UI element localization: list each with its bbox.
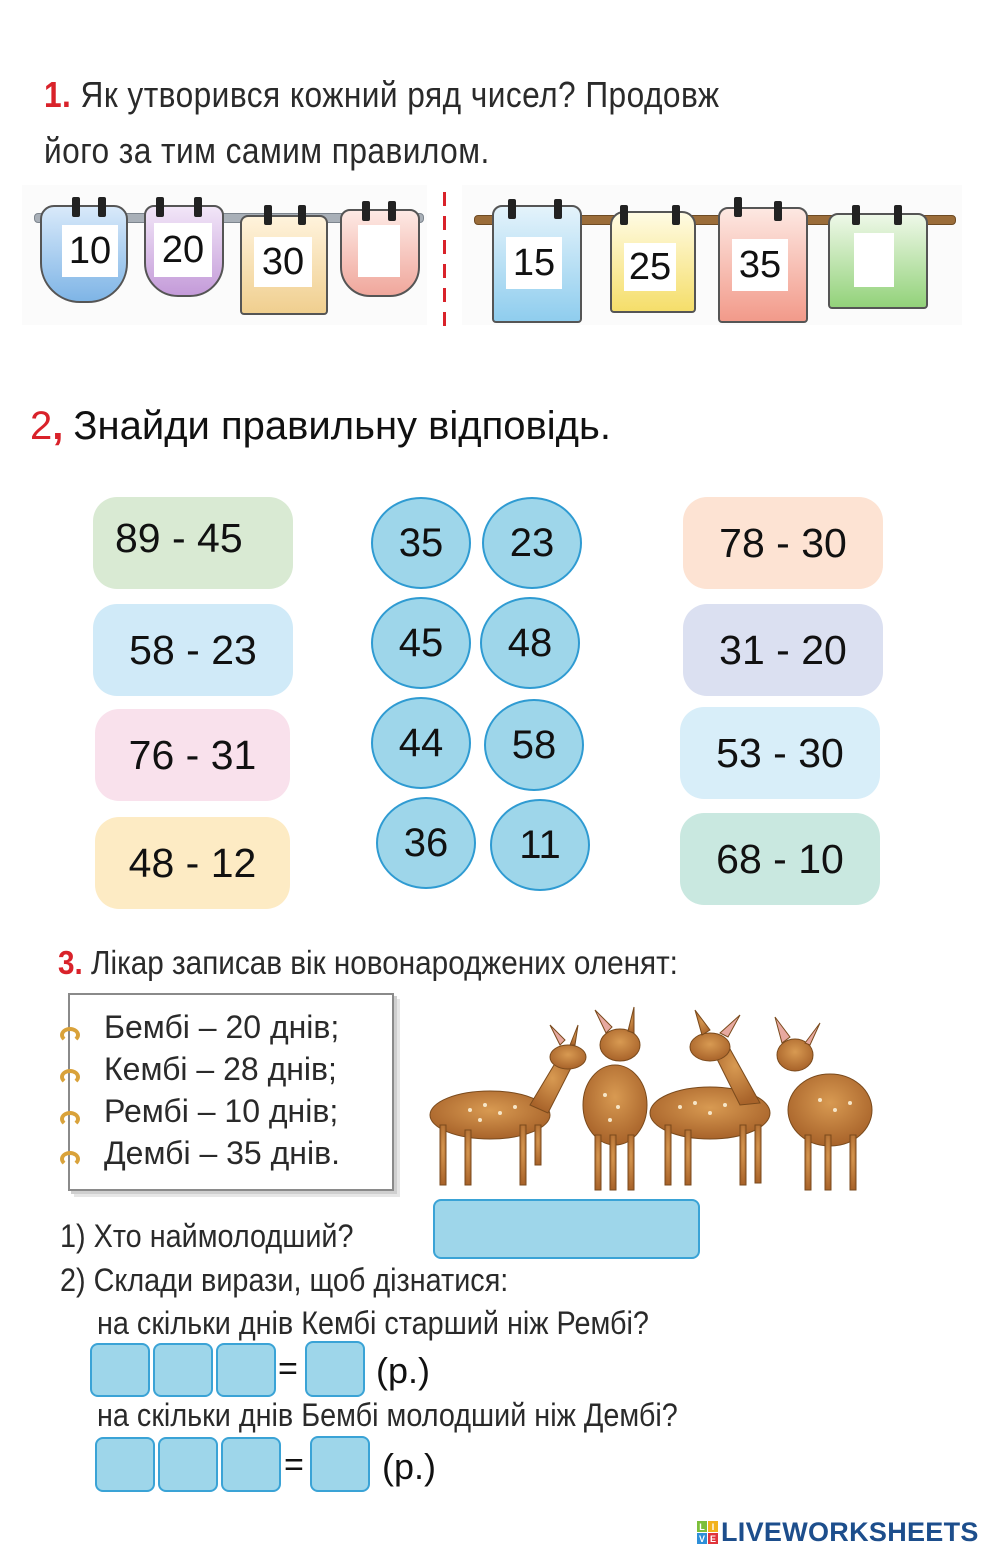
question-2a: на скільки днів Кембі старший ніж Рембі? <box>97 1305 649 1341</box>
expression-text: 68 - 10 <box>716 835 844 882</box>
clothespin <box>852 205 860 225</box>
expression-card-right-2[interactable]: 31 - 20 <box>683 604 883 696</box>
unit-label: (р.) <box>382 1446 436 1487</box>
expression-text: 48 - 12 <box>128 839 257 886</box>
clothespin <box>264 205 272 225</box>
clothespin <box>620 205 628 225</box>
expr2-result-input[interactable] <box>310 1436 370 1492</box>
liveworksheets-logo[interactable]: L I V E LIVEWORKSHEETS <box>697 1517 979 1548</box>
number-label: 35 <box>732 239 788 291</box>
answer-bubble[interactable]: 23 <box>482 497 582 589</box>
expression-card-left-4[interactable]: 48 - 12 <box>95 817 290 909</box>
task2-heading: 2, Знайди правильну відповідь. <box>30 404 611 448</box>
task1-line2: його за тим самим правилом. <box>44 130 490 171</box>
notebook-card: Бембі – 20 днів; Кембі – 28 днів; Рембі … <box>60 993 394 1191</box>
notebook-line: Дембі – 35 днів. <box>104 1135 340 1171</box>
logo-block: V <box>697 1533 707 1544</box>
notebook-line: Рембі – 10 днів; <box>104 1093 339 1129</box>
answer-bubble[interactable]: 35 <box>371 497 471 589</box>
clothespin <box>298 205 306 225</box>
clothespin <box>156 197 164 217</box>
logo-block: E <box>708 1533 718 1544</box>
expression-text: 89 - 45 <box>115 514 243 561</box>
expression-card-left-2[interactable]: 58 - 23 <box>93 604 293 696</box>
dashed-divider <box>443 192 446 326</box>
task3-heading: 3. Лікар записав вік новонароджених олен… <box>58 944 678 982</box>
spiral-ring-icon <box>60 1111 80 1127</box>
clothespin <box>72 197 80 217</box>
clothespin <box>774 201 782 221</box>
logo-text: LIVEWORKSHEETS <box>721 1517 979 1547</box>
question-2: 2) Склади вирази, щоб дізнатися: <box>60 1262 509 1298</box>
expr1-operator-input[interactable] <box>153 1343 213 1397</box>
expression-text: 58 - 23 <box>129 626 257 673</box>
unit-label: (р.) <box>376 1350 430 1391</box>
expr2-operand1-input[interactable] <box>95 1437 155 1492</box>
answer-bubble[interactable]: 58 <box>484 699 584 791</box>
number-label: 20 <box>154 223 212 277</box>
number-label: 10 <box>62 225 118 277</box>
expression-card-right-3[interactable]: 53 - 30 <box>680 707 880 799</box>
clothesline-right: 15 25 35 <box>462 185 962 325</box>
spiral-ring-icon <box>60 1151 80 1167</box>
expression-card-right-4[interactable]: 68 - 10 <box>680 813 880 905</box>
task3-number: 3. <box>58 944 83 981</box>
number-label: 15 <box>506 237 562 289</box>
answer-slot-right[interactable] <box>854 233 894 287</box>
clothespin <box>362 201 370 221</box>
answer-bubble[interactable]: 11 <box>490 799 590 891</box>
number-label: 30 <box>254 237 312 287</box>
logo-block: I <box>708 1521 718 1532</box>
answer-bubble[interactable]: 48 <box>480 597 580 689</box>
task3-title: Лікар записав вік новонароджених оленят: <box>91 944 678 981</box>
expr1-operand2-input[interactable] <box>216 1343 276 1397</box>
clothespin <box>894 205 902 225</box>
expression-card-left-1[interactable]: 89 - 45 <box>93 497 293 589</box>
rope-grey <box>34 213 424 223</box>
equals-sign: = <box>278 1350 298 1388</box>
expression-text: 76 - 31 <box>128 731 257 778</box>
expr2-operator-input[interactable] <box>158 1437 218 1492</box>
expr1-operand1-input[interactable] <box>90 1343 150 1397</box>
equals-sign: = <box>284 1446 304 1484</box>
youngest-answer-input[interactable] <box>433 1199 700 1259</box>
task2-title: Знайди правильну відповідь. <box>73 404 611 448</box>
clothespin <box>554 199 562 219</box>
clothespin <box>672 205 680 225</box>
expr1-result-input[interactable] <box>305 1341 365 1397</box>
clothespin <box>508 199 516 219</box>
fawns-illustration <box>410 995 910 1195</box>
task1-line1: Як утворився кожний ряд чисел? Продовж <box>80 74 720 115</box>
clothespin <box>734 197 742 217</box>
spiral-ring-icon <box>60 1069 80 1085</box>
task1-heading: 1. Як утворився кожний ряд чисел? Продов… <box>44 74 720 116</box>
answer-slot-left[interactable] <box>358 225 400 277</box>
clothespin <box>388 201 396 221</box>
question-1: 1) Хто наймолодший? <box>60 1218 354 1254</box>
clothespin <box>194 197 202 217</box>
notebook-line: Кембі – 28 днів; <box>104 1051 337 1087</box>
notebook-line: Бембі – 20 днів; <box>104 1009 340 1045</box>
clothesline-left: 10 20 30 <box>22 185 427 325</box>
number-label: 25 <box>624 243 676 291</box>
logo-block: L <box>697 1521 707 1532</box>
task1-number: 1. <box>44 74 72 115</box>
expression-text: 53 - 30 <box>716 729 844 776</box>
expression-card-right-1[interactable]: 78 - 30 <box>683 497 883 589</box>
expr2-operand2-input[interactable] <box>221 1437 281 1492</box>
expression-text: 78 - 30 <box>719 519 847 566</box>
question-2b: на скільки днів Бембі молодший ніж Дембі… <box>97 1397 678 1433</box>
expression-card-left-3[interactable]: 76 - 31 <box>95 709 290 801</box>
answer-bubble[interactable]: 44 <box>371 697 471 789</box>
clothespin <box>98 197 106 217</box>
expression-text: 31 - 20 <box>719 626 847 673</box>
task2-number: 2 <box>30 404 53 448</box>
answer-bubble[interactable]: 45 <box>371 597 471 689</box>
spiral-ring-icon <box>60 1027 80 1043</box>
answer-bubble[interactable]: 36 <box>376 797 476 889</box>
logo-blocks-icon: L I V E <box>697 1521 718 1544</box>
rope-brown <box>474 215 956 225</box>
